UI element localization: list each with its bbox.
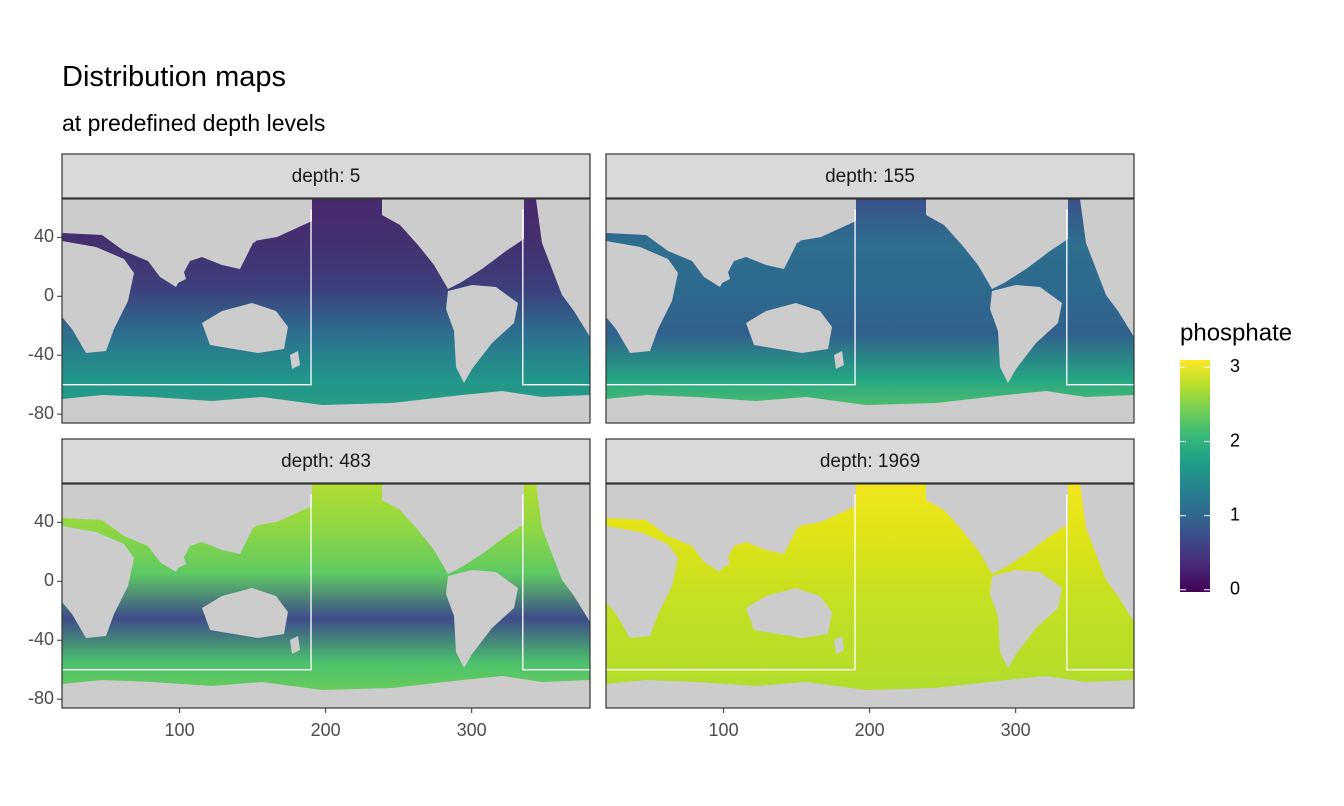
colorbar <box>1180 360 1210 592</box>
region-outline <box>606 209 856 386</box>
strip-label: depth: 155 <box>825 166 915 187</box>
strip-background <box>61 153 591 199</box>
region-outline <box>62 494 312 671</box>
legend-label: 0 <box>1230 579 1240 599</box>
x-tick-label: 100 <box>165 720 195 740</box>
x-tick-label: 300 <box>457 720 487 740</box>
panel <box>62 484 590 708</box>
region-outline <box>606 494 856 671</box>
strip-label: depth: 1969 <box>820 451 920 472</box>
legend-label: 2 <box>1230 430 1240 450</box>
region-outline <box>522 494 590 671</box>
strip-label: depth: 483 <box>281 451 371 472</box>
region-outline <box>62 209 312 386</box>
y-tick-label: -80 <box>28 688 54 708</box>
y-tick-label: 40 <box>34 511 54 531</box>
legend-label: 1 <box>1230 504 1240 524</box>
panel <box>62 199 590 423</box>
region-outline <box>522 209 590 386</box>
chart-title: Distribution maps <box>62 61 286 93</box>
y-tick-label: -80 <box>28 403 54 423</box>
y-tick-label: -40 <box>28 344 54 364</box>
legend-label: 3 <box>1230 356 1240 376</box>
y-tick-label: 0 <box>44 570 54 590</box>
panel-border <box>61 198 591 424</box>
y-tick-label: 40 <box>34 226 54 246</box>
panel <box>606 484 1134 708</box>
strip-label: depth: 5 <box>292 166 361 187</box>
x-tick-label: 100 <box>709 720 739 740</box>
region-outline <box>1066 494 1134 671</box>
y-tick-label: -40 <box>28 629 54 649</box>
region-outline <box>1066 209 1134 386</box>
x-tick-label: 200 <box>855 720 885 740</box>
strip-background <box>605 153 1135 199</box>
strip-background <box>605 438 1135 484</box>
x-tick-label: 300 <box>1001 720 1031 740</box>
y-tick-label: 0 <box>44 285 54 305</box>
legend-title: phosphate <box>1180 319 1292 346</box>
strip-background <box>61 438 591 484</box>
x-tick-label: 200 <box>311 720 341 740</box>
panel <box>606 199 1134 423</box>
chart-subtitle: at predefined depth levels <box>62 110 325 136</box>
panel-border <box>605 198 1135 424</box>
